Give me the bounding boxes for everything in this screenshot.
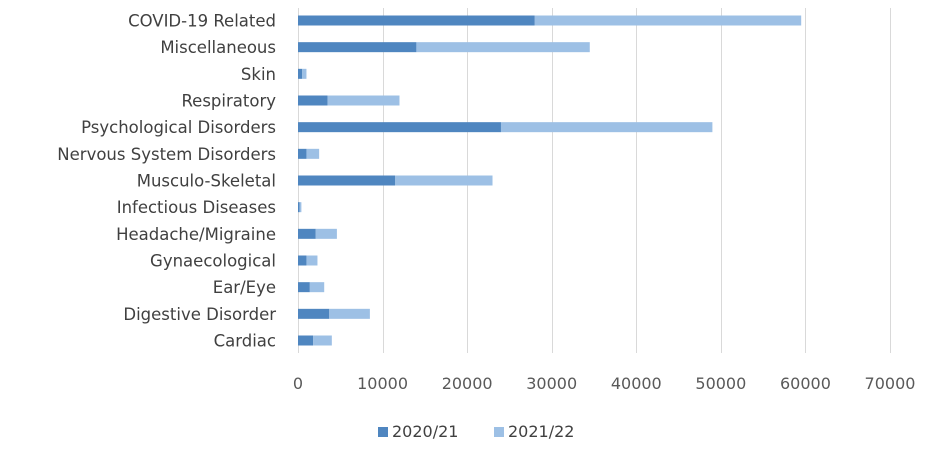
- gridlines: [298, 8, 891, 353]
- bar-series2: [313, 335, 332, 346]
- bar-series2: [309, 282, 325, 293]
- bar-series1: [298, 308, 330, 319]
- category-label: Respiratory: [181, 92, 276, 111]
- bar-series1: [298, 42, 417, 53]
- x-tick-label: 10000: [357, 374, 408, 393]
- category-label: Cardiac: [214, 332, 276, 351]
- bar-series2: [299, 202, 302, 213]
- category-label: COVID-19 Related: [128, 12, 276, 31]
- x-tick-label: 60000: [780, 374, 831, 393]
- x-tick-label: 30000: [526, 374, 577, 393]
- x-tick-label: 70000: [865, 374, 916, 393]
- category-label: Gynaecological: [150, 252, 276, 271]
- legend: 2020/21 2021/22: [378, 422, 574, 441]
- legend-label: 2021/22: [508, 422, 574, 441]
- category-labels: COVID-19 Related Miscellaneous Skin Respira…: [57, 12, 276, 351]
- legend-label: 2020/21: [392, 422, 458, 441]
- bar-series2: [327, 95, 400, 106]
- x-tick-label: 40000: [611, 374, 662, 393]
- bars: [298, 15, 802, 346]
- bar-series1: [298, 122, 501, 133]
- bar-series2: [395, 175, 493, 186]
- bar-series2: [416, 42, 590, 53]
- x-axis-ticks: 0 10000 20000 30000 40000 50000 60000 70000: [293, 374, 916, 393]
- bar-series1: [298, 335, 314, 346]
- bar-series2: [315, 228, 337, 239]
- legend-swatch: [494, 427, 504, 437]
- bar-series2: [302, 68, 307, 79]
- category-label: Ear/Eye: [213, 278, 276, 297]
- category-label: Skin: [241, 65, 276, 84]
- category-label: Miscellaneous: [160, 38, 276, 57]
- category-label: Psychological Disorders: [81, 118, 276, 137]
- bar-series1: [298, 68, 303, 79]
- bar-series2: [534, 15, 802, 26]
- bar-series1: [298, 282, 310, 293]
- legend-swatch: [378, 427, 388, 437]
- bar-series1: [298, 15, 535, 26]
- bar-series2: [500, 122, 713, 133]
- bar-series2: [306, 255, 318, 266]
- category-label: Musculo-Skeletal: [137, 172, 276, 191]
- category-label: Digestive Disorder: [123, 305, 276, 324]
- x-tick-label: 0: [293, 374, 303, 393]
- x-tick-label: 20000: [442, 374, 493, 393]
- category-label: Headache/Migraine: [116, 225, 276, 244]
- category-label: Nervous System Disorders: [57, 145, 276, 164]
- bar-series2: [329, 308, 370, 319]
- bar-series1: [298, 255, 307, 266]
- bar-series2: [306, 148, 320, 159]
- bar-series1: [298, 95, 328, 106]
- category-label: Infectious Diseases: [117, 198, 276, 217]
- bar-series1: [298, 148, 307, 159]
- x-tick-label: 50000: [695, 374, 746, 393]
- bar-series1: [298, 228, 316, 239]
- bar-series1: [298, 202, 300, 213]
- bar-series1: [298, 175, 396, 186]
